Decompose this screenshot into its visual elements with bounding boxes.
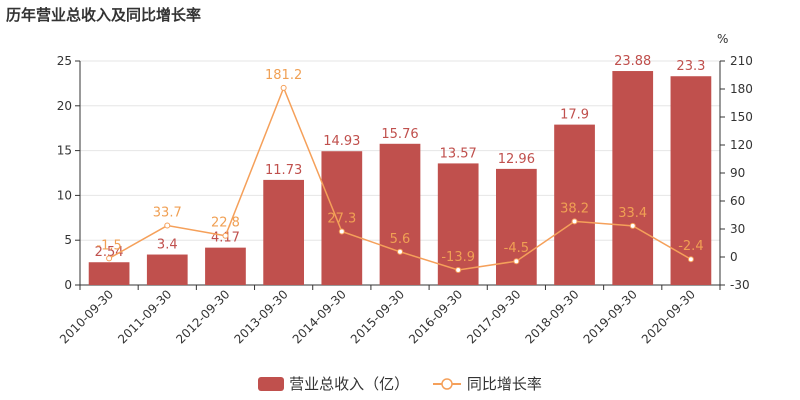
legend: 营业总收入（亿） 同比增长率: [0, 373, 800, 394]
bar: [554, 124, 595, 285]
bar: [321, 151, 363, 285]
chart-title: 历年营业总收入及同比增长率: [6, 6, 202, 24]
y-left-tick-label: 25: [57, 54, 72, 68]
growth-value-label: 33.7: [153, 206, 182, 221]
growth-value-label: 38.2: [560, 201, 589, 216]
growth-point: [455, 266, 462, 273]
y-left-tick-label: 10: [57, 188, 72, 202]
growth-value-label: -13.9: [441, 250, 475, 265]
growth-point: [106, 255, 113, 262]
bar: [496, 168, 537, 285]
bar-value-label: 23.88: [614, 54, 651, 69]
legend-item-growth[interactable]: 同比增长率: [432, 373, 542, 394]
growth-value-label: 5.6: [390, 232, 411, 247]
y-right-tick-label: 120: [730, 138, 753, 152]
x-tick-label: 2016-09-30: [406, 287, 465, 346]
growth-value-label: -1.5: [96, 238, 121, 253]
growth-value-label: -2.4: [678, 239, 703, 254]
x-tick-label: 2011-09-30: [115, 287, 174, 346]
bar-value-label: 2.54: [95, 245, 124, 260]
x-tick-label: 2012-09-30: [173, 287, 232, 346]
y-right-tick-label: 0: [730, 250, 738, 264]
x-tick-label: 2017-09-30: [464, 287, 523, 346]
bar: [88, 262, 130, 285]
growth-point: [338, 228, 345, 235]
y-left-tick-label: 5: [64, 233, 72, 247]
bar: [379, 143, 421, 285]
bar: [612, 71, 654, 285]
y-right-tick-label: -30: [730, 278, 750, 292]
growth-value-label: 27.3: [327, 212, 356, 227]
x-tick-label: 2013-09-30: [232, 287, 291, 346]
bar-value-label: 14.93: [323, 134, 360, 149]
bar-value-label: 17.9: [560, 108, 589, 123]
growth-value-label: -4.5: [504, 241, 529, 256]
x-tick-label: 2019-09-30: [581, 287, 640, 346]
growth-point: [280, 84, 287, 91]
bar-value-label: 11.73: [265, 163, 302, 178]
bar-value-label: 23.3: [676, 59, 705, 74]
x-tick-label: 2010-09-30: [57, 287, 116, 346]
growth-point: [571, 218, 578, 225]
x-tick-label: 2020-09-30: [639, 287, 698, 346]
growth-point: [222, 232, 229, 239]
growth-point: [687, 256, 694, 263]
legend-line-swatch: [432, 377, 461, 390]
y-left-tick-label: 0: [64, 278, 72, 292]
x-tick-label: 2018-09-30: [522, 287, 581, 346]
growth-point: [397, 248, 403, 255]
y-right-tick-label: 90: [730, 166, 745, 180]
legend-label-growth: 同比增长率: [466, 375, 542, 393]
growth-value-label: 22.8: [211, 216, 240, 231]
y-left-tick-label: 15: [57, 144, 72, 158]
y-left-tick-label: 20: [57, 99, 72, 113]
y-right-tick-label: 210: [730, 54, 753, 68]
bar: [205, 247, 246, 285]
legend-label-revenue: 营业总收入（亿）: [289, 375, 410, 393]
x-tick-label: 2014-09-30: [290, 287, 349, 346]
y-right-tick-label: 30: [730, 222, 745, 236]
bar: [670, 76, 712, 286]
growth-point: [164, 222, 171, 229]
bar: [263, 179, 304, 285]
bar: [146, 254, 188, 285]
x-tick-label: 2015-09-30: [348, 287, 407, 346]
bar-value-label: 3.4: [157, 238, 178, 253]
growth-value-label: 33.4: [618, 206, 647, 221]
y-right-tick-label: 150: [730, 110, 753, 124]
bar-value-label: 13.57: [440, 146, 477, 161]
bar-value-label: 12.96: [498, 152, 535, 167]
growth-point: [513, 258, 520, 265]
y-right-tick-label: 180: [730, 82, 753, 96]
y-right-unit: %: [717, 32, 728, 46]
bar-value-label: 15.76: [381, 127, 418, 142]
legend-item-revenue[interactable]: 营业总收入（亿）: [258, 373, 409, 394]
bar: [437, 163, 479, 285]
y-right-tick-label: 60: [730, 194, 745, 208]
growth-point: [629, 222, 636, 229]
growth-value-label: 181.2: [265, 68, 302, 83]
legend-bar-swatch: [258, 376, 285, 391]
